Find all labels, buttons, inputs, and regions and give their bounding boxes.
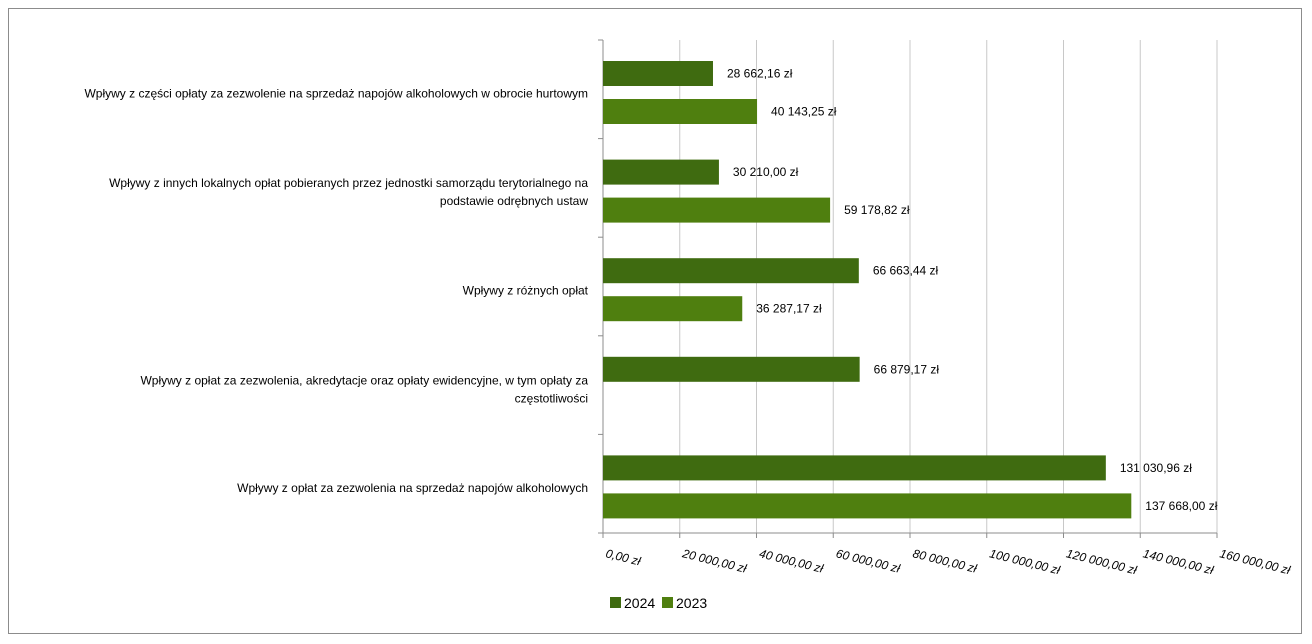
bar-2023-0 — [603, 99, 758, 124]
bar-2024-3 — [603, 356, 860, 382]
value-label-2023-1: 59 178,82 zł — [844, 203, 910, 217]
x-tick-label-5: 100 000,00 zł — [988, 546, 1062, 577]
legend-label-2023: 2023 — [676, 595, 707, 611]
value-label-2024-3: 66 879,17 zł — [874, 362, 940, 376]
bar-2023-2 — [603, 296, 743, 322]
category-label-4-0: Wpływy z opłat za zezwolenia na sprzedaż… — [237, 481, 588, 495]
bar-2024-2 — [603, 258, 859, 284]
value-label-2024-1: 30 210,00 zł — [733, 165, 799, 179]
category-label-3-1: częstotliwości — [515, 391, 588, 405]
x-tick-label-6: 120 000,00 zł — [1065, 546, 1139, 577]
x-tick-label-7: 140 000,00 zł — [1142, 546, 1216, 577]
legend-label-2024: 2024 — [624, 595, 655, 611]
legend-swatch-2024 — [610, 597, 621, 608]
x-tick-label-1: 20 000,00 zł — [680, 546, 748, 576]
category-label-1-0: Wpływy z innych lokalnych opłat pobieran… — [109, 176, 588, 190]
x-tick-label-0: 0,00 zł — [604, 546, 642, 568]
bar-2024-0 — [603, 61, 713, 86]
x-tick-label-3: 60 000,00 zł — [835, 546, 902, 575]
value-label-2023-2: 36 287,17 zł — [756, 302, 822, 316]
value-label-2024-0: 28 662,16 zł — [727, 67, 793, 81]
bar-2023-1 — [603, 197, 831, 223]
value-label-2023-0: 40 143,25 zł — [771, 105, 837, 119]
x-tick-label-4: 80 000,00 zł — [911, 546, 978, 575]
bar-2024-4 — [603, 455, 1106, 481]
value-label-2024-2: 66 663,44 zł — [873, 264, 939, 278]
category-label-2-0: Wpływy z różnych opłat — [463, 284, 589, 298]
x-tick-label-8: 160 000,00 zł — [1218, 546, 1292, 577]
bar-2024-1 — [603, 159, 719, 185]
value-label-2023-4: 137 668,00 zł — [1145, 499, 1217, 513]
category-label-1-1: podstawie odrębnych ustaw — [440, 194, 588, 208]
bar-2023-4 — [603, 493, 1132, 519]
category-label-3-0: Wpływy z opłat za zezwolenia, akredytacj… — [140, 373, 588, 387]
x-tick-label-2: 40 000,00 zł — [758, 546, 825, 575]
value-label-2024-4: 131 030,96 zł — [1120, 461, 1192, 475]
category-label-0-0: Wpływy z części opłaty za zezwolenie na … — [84, 87, 588, 101]
legend-swatch-2023 — [662, 597, 673, 608]
